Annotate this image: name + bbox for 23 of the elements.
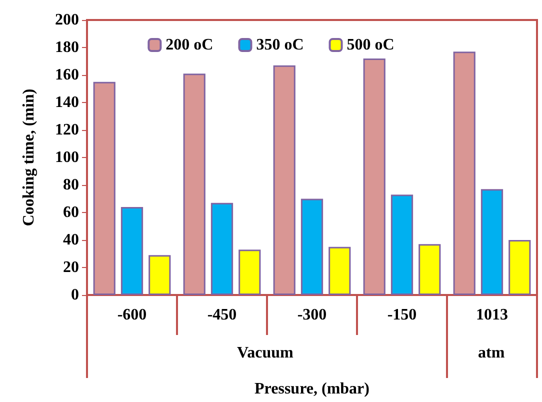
x-tick-label: -300 bbox=[297, 306, 327, 324]
text: atm bbox=[478, 344, 506, 362]
legend-label: 500 oC bbox=[346, 36, 394, 54]
y-tick-label: 40 bbox=[63, 232, 79, 248]
y-tick-label: 120 bbox=[55, 122, 79, 138]
y-tick-label: 200 bbox=[55, 12, 79, 28]
legend-label: 200 oC bbox=[166, 36, 214, 54]
legend-label: 350 oC bbox=[256, 36, 304, 54]
x-axis-title: Pressure, (mbar) bbox=[254, 380, 370, 398]
y-axis-title: Cooking time, (min) bbox=[20, 88, 38, 226]
y-tick-label: 140 bbox=[55, 94, 79, 111]
y-tick-label: 20 bbox=[63, 259, 79, 276]
x-tick-label: -150 bbox=[387, 306, 417, 324]
x-tick-label: 1013 bbox=[476, 306, 508, 324]
x-tick-label: -450 bbox=[207, 306, 237, 324]
y-tick-label: 80 bbox=[63, 176, 79, 194]
y-tick-label: 0 bbox=[71, 286, 79, 304]
y-tick-label: 60 bbox=[63, 204, 79, 221]
y-tick-label: 180 bbox=[55, 39, 79, 56]
y-tick-label: 160 bbox=[55, 66, 79, 84]
x-tick-label: -600 bbox=[117, 306, 147, 324]
y-tick-label: 100 bbox=[55, 149, 79, 166]
text: Vacuum bbox=[237, 344, 294, 362]
